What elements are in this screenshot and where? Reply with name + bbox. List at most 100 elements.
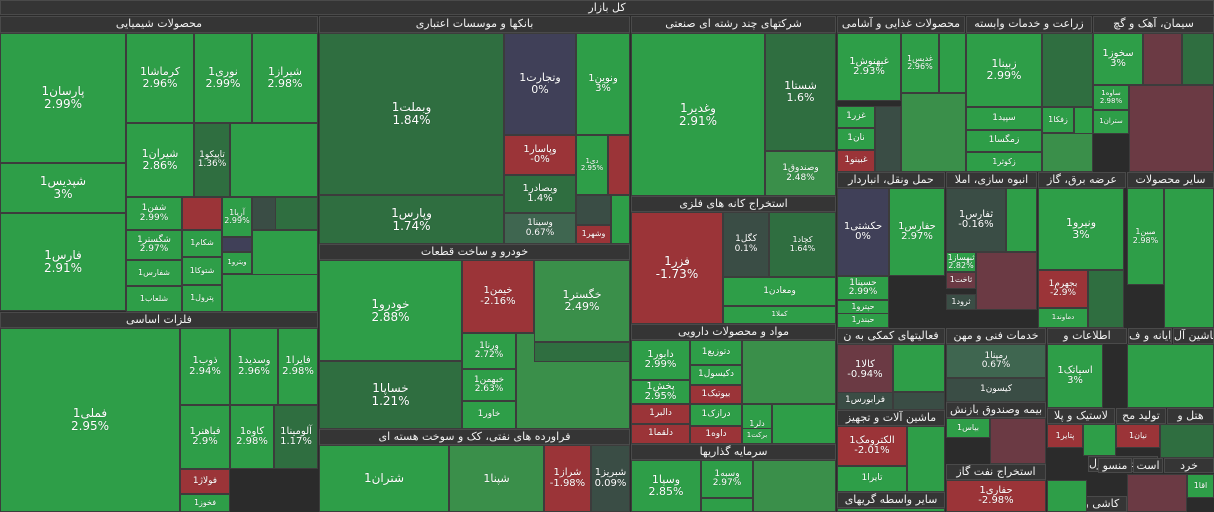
stock-tile[interactable]: شپدیس1 3%	[0, 163, 126, 213]
stock-tile[interactable]: کملا1	[723, 306, 836, 324]
stock-tile[interactable]: پترول1	[182, 285, 222, 312]
minor-tile[interactable]	[701, 498, 753, 512]
stock-tile[interactable]: شبریز1 0.09%	[591, 445, 630, 512]
minor-tile[interactable]	[1143, 33, 1182, 85]
minor-tile[interactable]	[230, 123, 318, 197]
stock-tile[interactable]: دتوزیع1	[690, 340, 742, 365]
stock-tile[interactable]: ساوه1 2.98%	[1093, 85, 1129, 110]
stock-tile[interactable]: شیران1 2.86%	[126, 123, 194, 197]
stock-tile[interactable]: نوری1 2.99%	[194, 33, 252, 123]
stock-tile[interactable]: غدیس1 2.96%	[901, 33, 939, 93]
stock-tile[interactable]: ذوب1 2.94%	[180, 328, 230, 405]
stock-tile[interactable]: تایرا1	[837, 466, 907, 492]
stock-tile[interactable]: مبین1 2.98%	[1127, 188, 1164, 285]
minor-tile[interactable]	[837, 508, 945, 512]
stock-tile[interactable]: حفارس1 2.97%	[889, 188, 945, 276]
minor-tile[interactable]	[608, 135, 630, 195]
stock-tile[interactable]: اقا1	[1187, 474, 1214, 498]
stock-tile[interactable]: سخوز1 3%	[1093, 33, 1143, 85]
stock-tile[interactable]: خبهمن1 2.63%	[462, 369, 516, 401]
stock-tile[interactable]: وبصادر1 1.4%	[504, 175, 576, 213]
stock-tile[interactable]: اسیاتک1 3%	[1047, 344, 1103, 408]
stock-tile[interactable]: شپنا1	[449, 445, 544, 512]
stock-tile[interactable]: وغدیر1 2.91%	[631, 33, 765, 196]
minor-tile[interactable]	[1006, 188, 1037, 252]
stock-tile[interactable]: دکیسول1	[690, 365, 742, 385]
stock-tile[interactable]: حکشتی1 0%	[837, 188, 889, 276]
stock-tile[interactable]: وتجارت1 0%	[504, 33, 576, 135]
minor-tile[interactable]	[753, 460, 836, 512]
stock-tile[interactable]: وپارس1 1.74%	[319, 195, 504, 244]
minor-tile[interactable]	[893, 344, 945, 392]
stock-tile[interactable]: زبینا1 2.99%	[966, 33, 1042, 107]
minor-tile[interactable]	[907, 426, 945, 492]
stock-tile[interactable]: ستران1	[1093, 110, 1129, 134]
stock-tile[interactable]: تاپیکو1 1.36%	[194, 123, 230, 197]
stock-tile[interactable]: نیان1	[1116, 424, 1160, 448]
minor-tile[interactable]	[875, 106, 901, 172]
minor-tile[interactable]	[990, 418, 1046, 464]
stock-tile[interactable]: زفکا1	[1042, 107, 1074, 133]
minor-tile[interactable]	[901, 93, 966, 172]
stock-tile[interactable]: خودرو1 2.88%	[319, 260, 462, 361]
stock-tile[interactable]: بیوتیک1	[690, 385, 742, 404]
stock-tile[interactable]: وسدید1 2.96%	[230, 328, 278, 405]
stock-tile[interactable]: حسینا1 2.99%	[837, 276, 889, 300]
stock-tile[interactable]: کاوه1 2.98%	[230, 405, 274, 469]
stock-tile[interactable]: ورنا1 2.72%	[462, 333, 516, 369]
minor-tile[interactable]	[1160, 424, 1214, 458]
stock-tile[interactable]: ثاخت1	[946, 272, 976, 289]
minor-tile[interactable]	[1127, 344, 1214, 408]
minor-tile[interactable]	[976, 252, 1037, 310]
minor-tile[interactable]	[1182, 33, 1214, 85]
stock-tile[interactable]: کگل1 0.1%	[723, 212, 769, 277]
stock-tile[interactable]: خاور1	[462, 401, 516, 429]
stock-tile[interactable]: وصندوق1 2.48%	[765, 151, 836, 196]
stock-tile[interactable]: ثبهساز1 2.82%	[946, 252, 976, 272]
stock-tile[interactable]: غبهنوش1 2.93%	[837, 33, 901, 101]
stock-tile[interactable]: دلقما1	[631, 424, 690, 444]
stock-tile[interactable]: ثفارس1 -0.16%	[946, 188, 1006, 252]
stock-tile[interactable]: خیمن1 -2.16%	[462, 260, 534, 333]
stock-tile[interactable]: غزر1	[837, 106, 875, 128]
stock-tile[interactable]: درازک1	[690, 404, 742, 426]
stock-tile[interactable]: شیراز1 2.98%	[252, 33, 318, 123]
minor-tile[interactable]	[576, 195, 611, 225]
stock-tile[interactable]: دماوند1	[1038, 308, 1088, 328]
stock-tile[interactable]: شکام1	[182, 230, 222, 257]
stock-tile[interactable]: آلومینا1 1.17%	[274, 405, 318, 469]
minor-tile[interactable]	[1083, 424, 1116, 456]
minor-tile[interactable]	[534, 342, 630, 362]
stock-tile[interactable]: شفن1 2.99%	[126, 197, 182, 230]
stock-tile[interactable]: پتایر1	[1047, 424, 1083, 448]
stock-tile[interactable]: دی1 2.95%	[576, 135, 608, 195]
stock-tile[interactable]: حفاری1 -2.98%	[946, 480, 1046, 512]
stock-tile[interactable]: شگستر1 2.97%	[126, 230, 182, 260]
stock-tile[interactable]: بجهرم1 -2.9%	[1038, 270, 1088, 308]
stock-tile[interactable]: پارسان1 2.99%	[0, 33, 126, 163]
stock-tile[interactable]: شراز1 -1.98%	[544, 445, 591, 512]
stock-tile[interactable]: پخش1 2.95%	[631, 380, 690, 404]
stock-tile[interactable]: غبینو1	[837, 150, 875, 172]
minor-tile[interactable]	[252, 197, 276, 230]
stock-tile[interactable]: فخوز1	[180, 494, 230, 512]
stock-tile[interactable]: کرماشا1 2.96%	[126, 33, 194, 123]
minor-tile[interactable]	[1127, 474, 1187, 512]
stock-tile[interactable]: ثرود1	[946, 294, 976, 310]
stock-tile[interactable]: فزر1 -1.73%	[631, 212, 723, 324]
stock-tile[interactable]: برکت1	[742, 428, 772, 444]
stock-tile[interactable]: ونیرو1 3%	[1038, 188, 1124, 270]
stock-tile[interactable]: سپید1	[966, 107, 1042, 130]
minor-tile[interactable]	[772, 404, 836, 444]
stock-tile[interactable]: کیسون1	[946, 378, 1046, 402]
stock-tile[interactable]: وبملت1 1.84%	[319, 33, 504, 195]
stock-tile[interactable]: ویترو1	[222, 252, 252, 274]
stock-tile[interactable]: زمگسا1	[966, 130, 1042, 152]
stock-tile[interactable]: ومعادن1	[723, 277, 836, 306]
minor-tile[interactable]	[1042, 133, 1093, 172]
stock-tile[interactable]: داوه1	[690, 426, 742, 444]
stock-tile[interactable]: وسپا1 2.85%	[631, 460, 701, 512]
stock-tile[interactable]: وسبه1 2.97%	[701, 460, 753, 498]
stock-tile[interactable]: کالا1 -0.94%	[837, 344, 893, 396]
stock-tile[interactable]: وسینا1 0.67%	[504, 213, 576, 244]
